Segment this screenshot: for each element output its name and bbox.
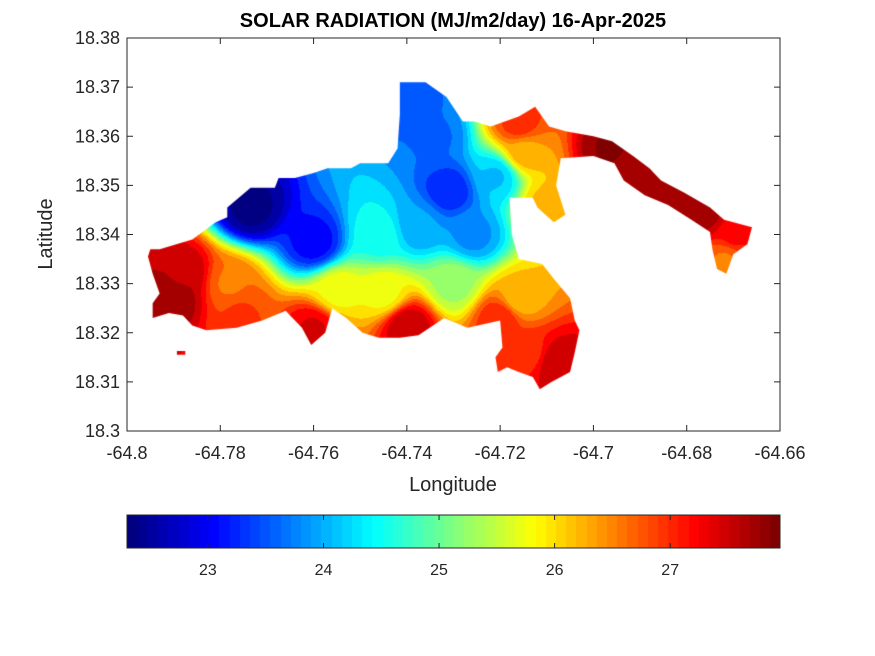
y-tick-label: 18.38	[75, 28, 120, 48]
x-tick-label: -64.72	[475, 443, 526, 463]
y-tick-label: 18.31	[75, 372, 120, 392]
y-tick-label: 18.32	[75, 323, 120, 343]
x-tick-label: -64.68	[661, 443, 712, 463]
y-tick-label: 18.36	[75, 126, 120, 146]
y-tick-label: 18.34	[75, 225, 120, 245]
x-tick-label: -64.66	[754, 443, 805, 463]
x-tick-label: -64.74	[381, 443, 432, 463]
x-axis: -64.8 -64.78 -64.76 -64.74 -64.72 -64.7 -64.68…	[106, 38, 806, 463]
y-axis: 18.3 18.31 18.32 18.33 18.34 18.35 18.36 18.37 1…	[75, 28, 780, 441]
colorbar-tick-label: 25	[430, 562, 448, 579]
y-axis-label: Latitude	[35, 198, 57, 269]
x-tick-label: -64.78	[195, 443, 246, 463]
colorbar-tick-label: 27	[661, 562, 679, 579]
x-tick-label: -64.7	[573, 443, 614, 463]
x-tick-label: -64.8	[106, 443, 147, 463]
colorbar-tick-label: 24	[315, 562, 333, 579]
colorbar-tick-label: 26	[546, 562, 564, 579]
colorbar-tick-label: 23	[199, 562, 217, 579]
chart-title: SOLAR RADIATION (MJ/m2/day) 16-Apr-2025	[240, 10, 666, 32]
y-tick-label: 18.3	[85, 421, 120, 441]
y-tick-label: 18.35	[75, 175, 120, 195]
colorbar-gradient	[127, 515, 780, 548]
colorbar-frame	[126, 514, 781, 549]
x-axis-label: Longitude	[409, 474, 497, 496]
x-tick-label: -64.76	[288, 443, 339, 463]
y-tick-label: 18.33	[75, 274, 120, 294]
y-tick-label: 18.37	[75, 77, 120, 97]
solar-radiation-field	[127, 38, 780, 431]
colorbar-ticks: 23 24 25 26 27	[199, 515, 679, 579]
